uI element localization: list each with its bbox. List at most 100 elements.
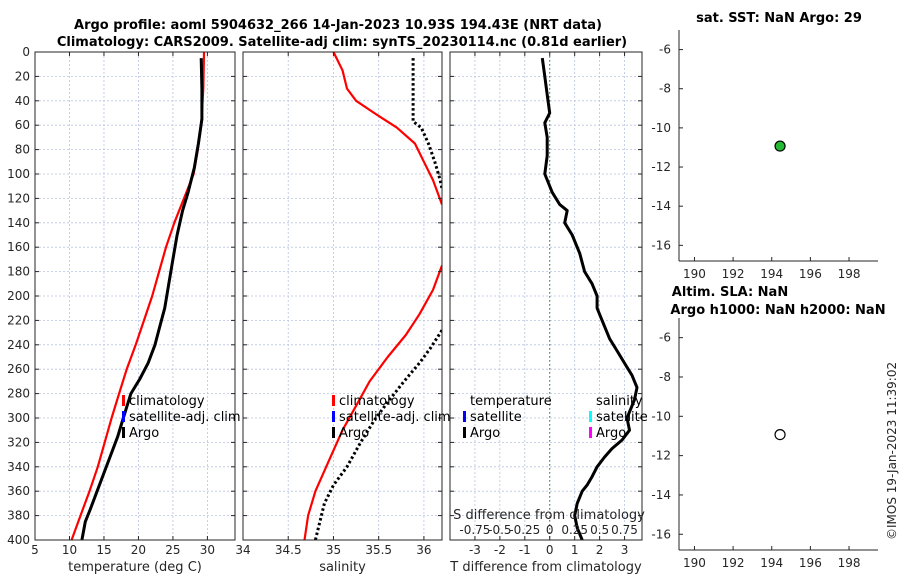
y-tick-label: 360 bbox=[7, 484, 30, 498]
legend-label: Argo bbox=[129, 426, 159, 441]
legend-swatch bbox=[332, 395, 335, 406]
y-tick-label: -6 bbox=[659, 43, 671, 57]
legend-swatch bbox=[122, 395, 125, 406]
profile-panel-2: 34 34.5 35 35.5 36 salinity bbox=[235, 51, 443, 575]
x2-tick-label: 0 bbox=[546, 523, 554, 537]
y-tick-label: -8 bbox=[659, 82, 671, 96]
y-tick-label: 340 bbox=[7, 460, 30, 474]
legend-label: satellite bbox=[470, 410, 522, 425]
y-tick-label: 0 bbox=[22, 45, 30, 59]
x-tick-label: 20 bbox=[131, 543, 146, 557]
series-line-climatology bbox=[332, 52, 442, 205]
legend-title-salinity: salinity bbox=[596, 394, 643, 409]
x-tick-label: 1 bbox=[571, 543, 579, 557]
map-panel-2: 190 192 194 196 198 -6 -8 -10 -12 -14 -16 bbox=[651, 318, 878, 570]
y-tick-label: 120 bbox=[7, 191, 30, 205]
y-tick-label: 80 bbox=[15, 143, 30, 157]
y-tick-label: -10 bbox=[651, 121, 671, 135]
x-tick-label: 35 bbox=[326, 543, 341, 557]
y-tick-label: 220 bbox=[7, 313, 30, 327]
legend-swatch bbox=[589, 411, 592, 422]
y-tick-label: -16 bbox=[651, 238, 671, 252]
x-tick-label: 194 bbox=[760, 267, 783, 281]
legend-swatch bbox=[463, 427, 466, 438]
y-tick-label: 100 bbox=[7, 167, 30, 181]
x2-tick-label: -0.75 bbox=[459, 523, 490, 537]
x-tick-label: 192 bbox=[722, 267, 745, 281]
y-tick-label: -6 bbox=[659, 331, 671, 345]
x-tick-label: 192 bbox=[722, 556, 745, 570]
series-line-climatology bbox=[303, 265, 442, 540]
x-tick-label: 196 bbox=[799, 267, 822, 281]
x-tick-label: 2 bbox=[596, 543, 604, 557]
figure-title-line1: Argo profile: aoml 5904632_266 14-Jan-20… bbox=[74, 18, 602, 33]
profile-panel-3: -3 -2 -1 0 1 2 3 T difference from climatology bbox=[449, 51, 643, 575]
x-tick-label: 35.5 bbox=[365, 543, 392, 557]
series-line-argo bbox=[411, 58, 442, 189]
y-tick-label: -16 bbox=[651, 527, 671, 541]
y-tick-label: 400 bbox=[7, 533, 30, 547]
legend-label: climatology bbox=[129, 394, 205, 409]
x-tick-label: -1 bbox=[519, 543, 531, 557]
x2-tick-label: 0.25 bbox=[561, 523, 588, 537]
x-axis-label: temperature (deg C) bbox=[68, 560, 202, 575]
legend-label: climatology bbox=[339, 394, 415, 409]
legend-swatch bbox=[122, 427, 125, 438]
x2-axis-label: S difference from climatology bbox=[453, 508, 645, 523]
y-tick-label: 180 bbox=[7, 265, 30, 279]
map1-title: sat. SST: NaN Argo: 29 bbox=[696, 11, 862, 26]
x-tick-label: 190 bbox=[683, 556, 706, 570]
series-line-argo-t-difference bbox=[540, 57, 639, 540]
imos-credit: ©IMOS 19-Jan-2023 11:39:02 bbox=[885, 362, 899, 540]
legend-label: Argo bbox=[470, 426, 500, 441]
legend-label: satellite-adj. clim bbox=[339, 410, 451, 425]
x2-tick-label: 0.5 bbox=[590, 523, 609, 537]
y-tick-label: 200 bbox=[7, 289, 30, 303]
y-tick-label: 380 bbox=[7, 509, 30, 523]
legend-swatch bbox=[463, 411, 466, 422]
x-tick-label: 34.5 bbox=[275, 543, 302, 557]
profile-location-marker bbox=[774, 140, 786, 152]
profile-panel-1: 5 10 15 20 25 3002040608010012014016018020022… bbox=[7, 45, 236, 575]
y-tick-label: 40 bbox=[15, 94, 30, 108]
y-tick-label: -8 bbox=[659, 370, 671, 384]
x-axis-label: salinity bbox=[319, 560, 366, 575]
x-tick-label: -2 bbox=[494, 543, 506, 557]
x-tick-label: 196 bbox=[799, 556, 822, 570]
y-tick-label: 240 bbox=[7, 338, 30, 352]
y-tick-label: 60 bbox=[15, 118, 30, 132]
x-tick-label: 36 bbox=[416, 543, 431, 557]
x2-tick-label: -0.5 bbox=[488, 523, 511, 537]
y-tick-label: 160 bbox=[7, 240, 30, 254]
legend-swatch bbox=[122, 411, 125, 422]
x-tick-label: -3 bbox=[469, 543, 481, 557]
y-tick-label: -12 bbox=[651, 160, 671, 174]
x-tick-label: 15 bbox=[96, 543, 111, 557]
map-panel-1: 190 192 194 196 198 -6 -8 -10 -12 -14 -16 bbox=[651, 30, 878, 281]
x-tick-label: 190 bbox=[683, 267, 706, 281]
legend-label: Argo bbox=[339, 426, 369, 441]
x-tick-label: 30 bbox=[200, 543, 215, 557]
x-axis-label: T difference from climatology bbox=[449, 560, 642, 575]
x-tick-label: 3 bbox=[621, 543, 629, 557]
legend-swatch bbox=[589, 427, 592, 438]
x-tick-label: 194 bbox=[760, 556, 783, 570]
y-tick-label: 20 bbox=[15, 69, 30, 83]
x-tick-label: 198 bbox=[838, 267, 861, 281]
profile-location-marker bbox=[774, 428, 786, 441]
x2-tick-label: 0.75 bbox=[611, 523, 638, 537]
x2-tick-label: -0.25 bbox=[509, 523, 540, 537]
x-tick-label: 10 bbox=[62, 543, 77, 557]
map2-title: Altim. SLA: NaN bbox=[672, 285, 788, 300]
series-line-argo bbox=[80, 58, 204, 540]
y-tick-label: 280 bbox=[7, 387, 30, 401]
x-tick-label: 0 bbox=[546, 543, 554, 557]
y-tick-label: -10 bbox=[651, 409, 671, 423]
legend-swatch bbox=[332, 427, 335, 438]
legend-title-temperature: temperature bbox=[470, 394, 552, 409]
legend-label: Argo bbox=[596, 426, 626, 441]
map2-subtitle: Argo h1000: NaN h2000: NaN bbox=[670, 303, 885, 318]
y-tick-label: 300 bbox=[7, 411, 30, 425]
legend-label: satellite-adj. clim bbox=[129, 410, 241, 425]
